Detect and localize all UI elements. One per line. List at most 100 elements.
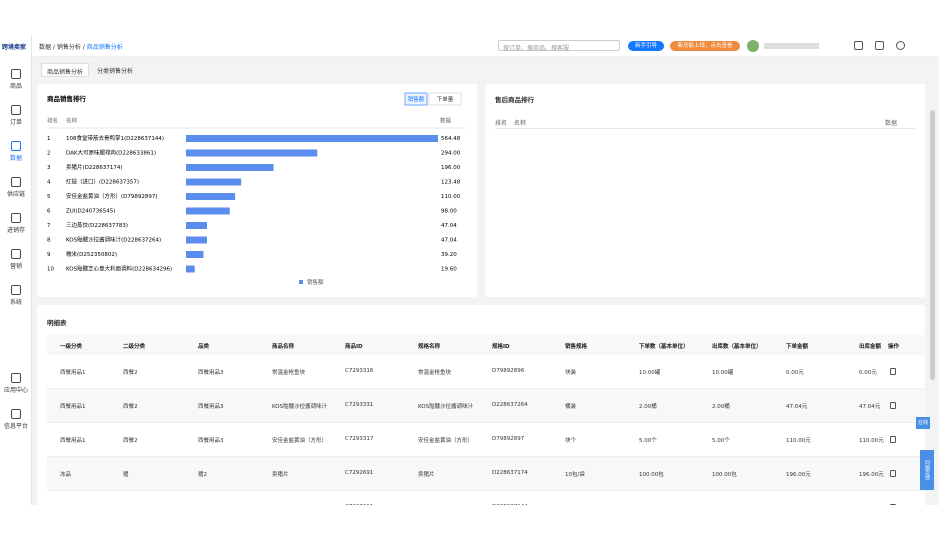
icon[interactable] bbox=[854, 41, 863, 50]
nav-item[interactable]: 供应链 bbox=[0, 177, 32, 198]
avatar[interactable] bbox=[747, 40, 759, 52]
nav-label: 商品 bbox=[9, 83, 22, 90]
table-cell: 块装 bbox=[565, 370, 577, 376]
crumb[interactable]: 数据 bbox=[39, 44, 52, 51]
table-cell: 西餐用品1 bbox=[60, 370, 86, 376]
rank: 7 bbox=[47, 223, 51, 229]
logo: 跨境卖家 bbox=[2, 44, 27, 51]
bar bbox=[186, 193, 236, 200]
user-name-blurred bbox=[764, 43, 819, 49]
chart-title: 商品销售排行 bbox=[47, 94, 87, 103]
table-cell: 10包/袋 bbox=[565, 472, 585, 478]
nav-icon bbox=[11, 177, 21, 187]
table-cell: 鸭 bbox=[198, 504, 204, 505]
toggle-button[interactable] bbox=[404, 92, 428, 106]
table-cell: 196.00元 bbox=[859, 472, 884, 478]
table-cell: 0.00元 bbox=[786, 370, 804, 376]
table-cell: 卖猪片 bbox=[272, 472, 289, 478]
table-cell: C7293011 bbox=[345, 504, 373, 505]
table-cell: KOS骷髅沙拉酱调味汁 bbox=[418, 404, 474, 410]
table-cell: 564.48元 bbox=[786, 504, 811, 505]
table-cell: 47.04元 bbox=[786, 404, 808, 410]
table-cell: 8包/桶 bbox=[565, 504, 581, 505]
edit-icon[interactable] bbox=[890, 368, 896, 375]
row-divider bbox=[47, 490, 925, 491]
table-cell: 108食堂带筋去骨鸭掌1 bbox=[418, 504, 476, 505]
table-cell: 西餐用品3 bbox=[198, 370, 224, 376]
float-tab[interactable]: 问题反馈 bbox=[920, 450, 934, 490]
guide-button[interactable]: 新手引导 bbox=[628, 41, 664, 51]
nav-item[interactable]: 商品 bbox=[0, 69, 32, 90]
edit-icon[interactable] bbox=[890, 504, 896, 505]
column-header: 出库金额 bbox=[859, 344, 882, 350]
table-cell: 冻品 bbox=[60, 504, 71, 505]
edit-icon[interactable] bbox=[890, 436, 896, 443]
product-name: 安佳金盐黄油（方形）(D79892897) bbox=[66, 192, 158, 200]
row-divider bbox=[47, 388, 925, 389]
message-icon[interactable] bbox=[875, 41, 884, 50]
column-header: 规格ID bbox=[492, 344, 510, 350]
table-cell: 2.00桶 bbox=[712, 404, 730, 410]
row-stripe bbox=[47, 389, 925, 423]
scrollbar[interactable] bbox=[930, 110, 935, 380]
table-cell: 110.00元 bbox=[859, 438, 884, 444]
nav-icon bbox=[11, 409, 21, 419]
bar bbox=[186, 251, 204, 258]
nav-icon bbox=[11, 213, 21, 223]
table-cell: D79892897 bbox=[492, 436, 525, 442]
search-box[interactable]: 搜订单、搜商品、搜客服 bbox=[498, 40, 620, 52]
bar bbox=[186, 265, 195, 273]
value-label: 110.00 bbox=[441, 194, 461, 200]
breadcrumb: 数据 / 销售分析 / 商品销售分析 bbox=[39, 44, 123, 51]
column-header: 出库数（基本单位） bbox=[712, 344, 762, 350]
column-header: 销售规格 bbox=[565, 344, 588, 350]
tab[interactable]: 商品销售分析 bbox=[41, 63, 90, 77]
edit-icon[interactable] bbox=[890, 470, 896, 477]
divider bbox=[495, 128, 915, 129]
value-label: 123.48 bbox=[441, 180, 461, 186]
table-cell: 冻品 bbox=[60, 472, 72, 478]
table-cell: 常温金枪鱼块 bbox=[272, 370, 306, 376]
nav-item[interactable]: 数据 bbox=[0, 141, 32, 162]
float-tab[interactable]: 在线 bbox=[916, 417, 930, 429]
table-cell: 110.00元 bbox=[786, 438, 811, 444]
crumb: 商品销售分析 bbox=[86, 44, 123, 51]
column-header: 下单数（基本单位） bbox=[639, 344, 689, 350]
column-header: 数据 bbox=[885, 120, 898, 127]
help-icon[interactable] bbox=[896, 41, 905, 50]
bar bbox=[186, 164, 274, 171]
crumb[interactable]: 销售分析 bbox=[56, 44, 81, 51]
edit-icon[interactable] bbox=[890, 402, 896, 409]
promo-button[interactable]: 新功能上线，点击查看 bbox=[670, 41, 740, 51]
table-cell: KOS骷髅沙拉酱调味汁 bbox=[272, 404, 328, 410]
product-name: DAK大可原味腿排肉(D228633861) bbox=[66, 149, 156, 157]
nav-icon bbox=[11, 285, 21, 295]
nav-item[interactable]: 进销存 bbox=[0, 213, 32, 234]
column-header: 排名 bbox=[47, 117, 58, 125]
tab-label: 商品销售分析 bbox=[47, 69, 84, 76]
nav-item[interactable]: 营销 bbox=[0, 249, 32, 270]
legend-swatch bbox=[299, 280, 303, 284]
nav-item[interactable]: 系统 bbox=[0, 285, 32, 306]
table-cell: 西餐2 bbox=[123, 438, 138, 444]
row-divider bbox=[47, 456, 925, 457]
column-header: 规格名称 bbox=[418, 344, 441, 350]
column-header: 商品名称 bbox=[272, 344, 295, 350]
nav-item[interactable]: 信息平台 bbox=[0, 409, 32, 430]
table-cell: 5.00个 bbox=[639, 438, 657, 444]
table-cell: 块个 bbox=[565, 438, 577, 444]
tab[interactable]: 分类销售分析 bbox=[92, 63, 138, 77]
nav-item[interactable]: 订单 bbox=[0, 105, 32, 126]
nav-icon bbox=[11, 105, 21, 115]
top-bar: 数据 / 销售分析 / 商品销售分析 搜订单、搜商品、搜客服 新手引导 新功能上… bbox=[32, 35, 939, 57]
toggle-button[interactable] bbox=[428, 92, 462, 106]
table-cell: 常温金枪鱼块 bbox=[418, 370, 452, 376]
table-cell: 196.00元 bbox=[786, 472, 811, 478]
table-cell: D228637264 bbox=[492, 402, 528, 408]
column-header: 商品ID bbox=[345, 344, 363, 350]
product-name: 红提（进口）(D228637357) bbox=[66, 178, 139, 186]
nav-item[interactable]: 应用中心 bbox=[0, 373, 32, 394]
value-label: 39.20 bbox=[441, 252, 457, 258]
nav-label: 数据 bbox=[9, 155, 22, 162]
